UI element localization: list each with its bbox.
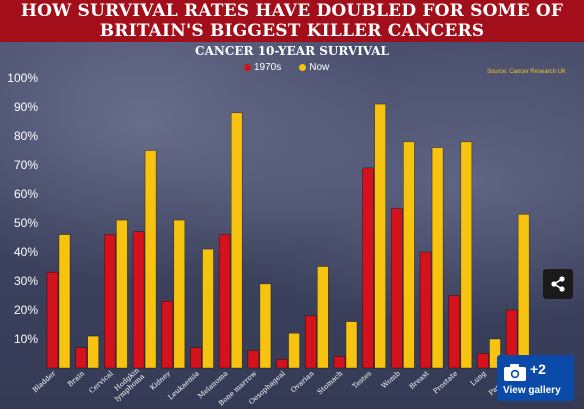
bar-1970s-bladder xyxy=(46,271,59,369)
bar-1970s-melanoma xyxy=(218,234,231,369)
x-tick-label: Brain xyxy=(66,369,86,388)
bar-now-womb xyxy=(403,141,415,369)
bar-1970s-cervical xyxy=(104,234,116,369)
legend-label-now: Now xyxy=(309,62,330,73)
x-tick-label: Stomach xyxy=(316,369,345,396)
x-tick-label: Ovarian xyxy=(289,369,316,394)
y-tick-label: 30% xyxy=(14,274,38,288)
y-tick-label: 50% xyxy=(14,216,38,230)
bar-now-melanoma xyxy=(230,112,243,369)
bar-now-brain xyxy=(87,335,99,369)
bar-now-kidney xyxy=(173,219,186,369)
bar-1970s-bone-marrow xyxy=(247,350,260,369)
x-tick-label: Kidney xyxy=(149,370,173,392)
legend-label-1970s: 1970s xyxy=(254,62,282,73)
bar-now-hodgkin-lymphoma xyxy=(144,150,157,369)
bar-1970s-leukaemia xyxy=(190,347,202,369)
chart-title: CANCER 10-YEAR SURVIVAL xyxy=(195,44,389,58)
bar-1970s-testes xyxy=(362,167,375,369)
x-tick-label: Breast xyxy=(408,369,431,391)
y-tick-label: 40% xyxy=(14,245,38,259)
bar-now-cervical xyxy=(116,219,128,369)
bar-1970s-oesophageal xyxy=(276,358,288,369)
share-icon xyxy=(551,276,565,292)
y-tick-label: 80% xyxy=(14,129,38,143)
x-tick-label: Hodgkinlymphoma xyxy=(108,366,146,403)
bar-now-testes xyxy=(374,103,387,369)
bar-now-pancreas xyxy=(517,214,530,369)
legend-swatch-now xyxy=(299,64,307,71)
bar-1970s-womb xyxy=(391,208,403,369)
bar-1970s-breast xyxy=(419,251,432,369)
view-gallery-button[interactable]: +2 View gallery xyxy=(497,355,574,401)
y-tick-label: 60% xyxy=(14,187,38,201)
bar-now-oesophageal xyxy=(288,332,300,369)
x-tick-label: Cervical xyxy=(88,369,116,395)
share-button[interactable] xyxy=(543,269,573,299)
x-tick-label: Lung xyxy=(469,369,488,387)
y-tick-label: 20% xyxy=(14,303,38,317)
bar-now-bone-marrow xyxy=(259,283,272,369)
camera-icon xyxy=(504,364,526,381)
bar-1970s-prostate xyxy=(448,295,461,369)
bar-1970s-lung xyxy=(477,353,489,369)
bar-now-prostate xyxy=(460,141,473,369)
gallery-count: +2 xyxy=(530,361,546,377)
x-tick-label: Leukaemia xyxy=(167,370,201,402)
bar-now-stomach xyxy=(345,321,358,369)
bar-1970s-brain xyxy=(75,347,87,369)
x-tick-label: Prostate xyxy=(432,370,460,396)
bar-now-ovarian xyxy=(316,266,329,369)
legend-item-1970s: 1970s xyxy=(244,62,281,73)
bar-now-bladder xyxy=(58,234,71,369)
x-tick-label: Womb xyxy=(380,369,402,390)
bar-1970s-stomach xyxy=(333,356,346,369)
chart-legend: 1970s Now xyxy=(244,62,343,73)
x-tick-label: Bladder xyxy=(31,369,58,394)
bar-now-breast xyxy=(431,147,444,369)
y-tick-label: 70% xyxy=(14,158,38,172)
y-tick-label: 90% xyxy=(14,100,38,114)
y-tick-label: 100% xyxy=(7,71,38,85)
bar-now-lung xyxy=(489,338,501,369)
y-tick-label: 10% xyxy=(14,332,38,346)
legend-swatch-1970s xyxy=(244,64,251,71)
legend-item-now: Now xyxy=(299,62,329,73)
x-tick-label: Testes xyxy=(351,369,373,390)
headline-line-2: BRITAIN'S BIGGEST KILLER CANCERS xyxy=(99,21,485,41)
bar-1970s-hodgkin-lymphoma xyxy=(132,231,145,369)
bar-now-leukaemia xyxy=(202,248,214,369)
headline-line-1: HOW SURVIVAL RATES HAVE DOUBLED FOR SOME… xyxy=(20,1,564,21)
gallery-label: View gallery xyxy=(503,385,561,396)
bar-1970s-ovarian xyxy=(304,315,317,369)
bar-1970s-kidney xyxy=(161,300,174,369)
chart-source: Source: Cancer Research UK xyxy=(486,69,566,75)
headline-banner: HOW SURVIVAL RATES HAVE DOUBLED FOR SOME… xyxy=(0,0,584,42)
